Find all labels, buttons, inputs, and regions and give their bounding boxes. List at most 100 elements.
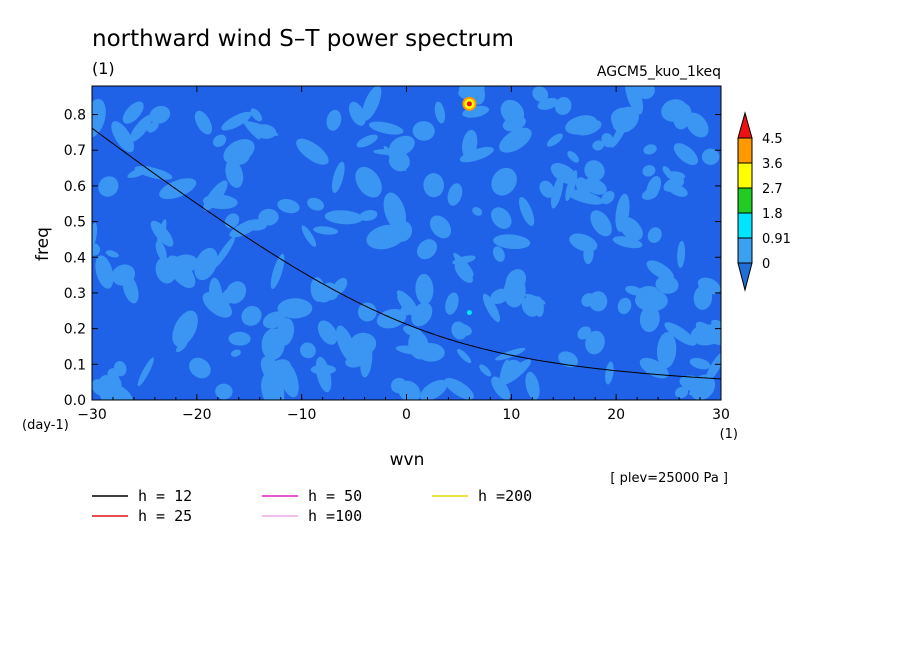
y-tick-label: 0.3: [64, 286, 86, 302]
y-unit-label: (day-1): [22, 418, 69, 433]
y-tick-label: 0.0: [64, 393, 86, 409]
power-blob: [429, 215, 452, 239]
power-blob: [524, 293, 546, 305]
power-blob: [97, 375, 120, 400]
power-blob: [617, 297, 632, 315]
power-field: [92, 86, 721, 400]
power-blob: [111, 264, 136, 286]
power-blob: [213, 236, 236, 269]
power-blob: [434, 101, 446, 124]
power-blob: [565, 189, 604, 205]
y-tick-label: 0.5: [64, 215, 86, 231]
power-blob: [383, 192, 407, 231]
power-blob: [92, 222, 98, 248]
power-blob: [550, 175, 564, 209]
power-blob: [458, 86, 485, 101]
power-blob: [366, 224, 406, 250]
power-blob: [695, 321, 721, 346]
plev-annotation: [ plev=25000 Pa ]: [610, 471, 728, 486]
power-blob: [262, 311, 286, 329]
colorbar-segment: [737, 162, 753, 189]
power-blob: [355, 166, 382, 198]
y-tick-label: 0.1: [64, 357, 86, 373]
power-blob: [459, 146, 494, 163]
power-blob: [590, 210, 612, 237]
dataset-label: AGCM5_kuo_1keq: [597, 64, 721, 80]
power-blob: [408, 331, 429, 360]
legend-label: h = 25: [138, 507, 192, 525]
power-blob: [92, 98, 106, 138]
power-blob: [647, 227, 662, 243]
power-blob: [677, 240, 686, 268]
power-blob: [301, 225, 317, 247]
power-blob: [277, 298, 313, 319]
power-blob: [331, 161, 345, 193]
power-blob: [583, 243, 594, 265]
power-blob: [558, 351, 579, 368]
y-tick-label: 0.7: [64, 143, 86, 159]
colorbar-level-label: 3.6: [762, 157, 783, 172]
units-label: (1): [92, 59, 115, 78]
power-blob: [646, 260, 674, 281]
power-blob: [646, 175, 662, 199]
power-blob: [554, 96, 572, 116]
power-blob: [345, 355, 366, 368]
power-blob: [592, 140, 605, 151]
legend-label: h = 12: [138, 487, 192, 505]
power-blob: [445, 292, 459, 315]
power-blob: [361, 86, 382, 121]
power-blob: [689, 357, 711, 370]
power-blob: [495, 347, 526, 361]
power-blob: [310, 364, 336, 375]
power-blob: [581, 293, 595, 307]
power-blob: [666, 171, 686, 181]
colorbar-bottom-arrow: [737, 262, 753, 292]
power-blob: [635, 289, 668, 312]
power-blob: [565, 115, 598, 135]
power-blob: [664, 322, 696, 346]
peaks-layer: [462, 96, 477, 316]
power-blob: [550, 162, 578, 185]
power-blob: [250, 108, 263, 122]
legend: h = 12 h = 25 h = 50 h =100 h =200: [92, 487, 532, 525]
power-blob: [368, 121, 404, 135]
power-blob: [491, 167, 517, 196]
power-blob: [685, 112, 709, 138]
power-blob: [452, 255, 476, 265]
colorbar-segment: [737, 237, 753, 264]
power-blob: [95, 255, 114, 289]
power-blob: [194, 110, 213, 135]
power-blob: [625, 86, 644, 115]
power-blob: [639, 357, 669, 379]
colorbar-segment: [737, 187, 753, 214]
power-blob: [261, 328, 285, 361]
power-blob: [129, 114, 153, 143]
power-blob: [243, 219, 267, 231]
power-blob: [454, 323, 472, 336]
power-blob: [612, 106, 639, 133]
x-axis: −30 −20 −10 0 10 20 30: [77, 86, 730, 423]
power-blob: [643, 144, 657, 155]
power-blob: [156, 219, 167, 247]
power-blob: [447, 183, 463, 206]
power-blob: [601, 190, 615, 205]
power-blob: [349, 340, 368, 360]
power-blob: [532, 86, 549, 102]
peak-core: [466, 101, 472, 107]
power-blob: [359, 209, 378, 222]
power-blob: [492, 246, 505, 262]
power-blob: [194, 247, 218, 281]
power-blob: [403, 325, 423, 338]
x-tick-label: 20: [607, 407, 625, 423]
colorbar: 0 0.91 1.8 2.7 3.6 4.5: [737, 111, 791, 292]
power-blob: [349, 101, 366, 126]
y-tick-label: 0.4: [64, 250, 86, 266]
power-blob: [107, 368, 120, 380]
power-blob: [656, 332, 677, 369]
power-blob: [642, 165, 656, 177]
power-blob: [212, 134, 227, 147]
power-blob: [673, 143, 699, 166]
power-blob: [500, 99, 525, 125]
power-blob: [577, 326, 592, 340]
